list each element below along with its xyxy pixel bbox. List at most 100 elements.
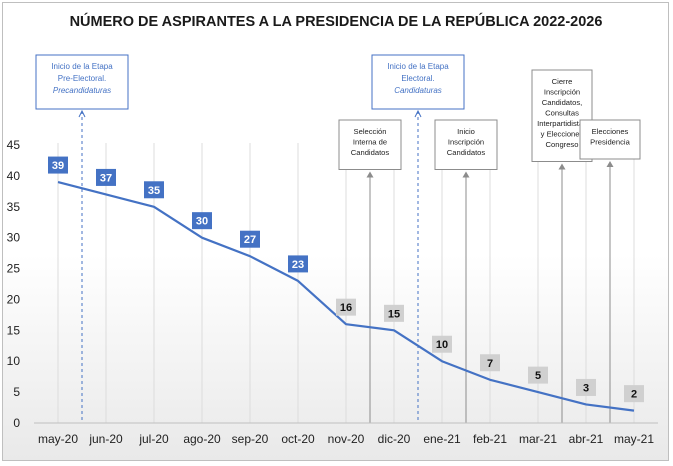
annotation-text: Inicio de la Etapa [51,62,113,71]
data-label: 2 [624,385,644,403]
data-label-box [624,385,644,403]
data-label-text: 39 [52,160,64,172]
grid [57,143,635,423]
annotation-text: Interpartidistas [537,119,587,128]
x-tick-label: dic-20 [378,432,411,446]
annotation-arrow [366,171,374,178]
data-label: 39 [48,156,68,174]
annotation-box [579,119,641,160]
y-tick-label: 10 [7,354,21,368]
y-tick-label: 20 [7,292,21,306]
x-tick-label: feb-21 [473,432,507,446]
data-label-box [384,304,404,322]
annotation-text: Candidatos [447,148,486,157]
data-label-box [144,181,164,199]
annotation-text: Elecciones [592,127,629,136]
data-label-text: 10 [436,339,448,351]
data-label-text: 15 [388,308,400,320]
y-tick-label: 25 [7,262,21,276]
data-labels: 39 37 35 30 27 23 16 15 10 7 5 3 2 [48,156,644,403]
annotation-text: Consultas [545,109,579,118]
data-label-text: 37 [100,172,112,184]
data-label-text: 5 [535,370,541,382]
x-tick-label: abr-21 [569,432,604,446]
data-label-box [432,335,452,353]
data-label-text: 30 [196,216,208,228]
annotation-text: Candidaturas [394,86,442,95]
series [57,181,635,412]
annotation-text: Electoral. [401,74,434,83]
y-tick-label: 35 [7,200,21,214]
data-label: 15 [384,304,404,322]
annotation-text: Congreso [546,140,579,149]
data-label-text: 27 [244,234,256,246]
data-label-text: 23 [292,259,304,271]
annotation-text: Inscripción [544,88,580,97]
data-label-box [48,156,68,174]
x-tick-label: oct-20 [281,432,315,446]
annotation-text: Pre-Electoral. [58,74,106,83]
x-tick-label: ene-21 [423,432,461,446]
x-tick-label: may-21 [614,432,654,446]
x-tick-label: sep-20 [232,432,269,446]
annotation-text: Selección [354,127,387,136]
x-tick-label: jun-20 [88,432,123,446]
data-label-box [480,354,500,372]
data-label-box [240,230,260,248]
y-tick-label: 30 [7,231,21,245]
series-line [57,181,635,412]
annotation-text: Candidatos [351,148,390,157]
data-label-box [288,255,308,273]
annotation: Inicio de la Etapa Electoral. Candidaturas [371,54,465,423]
data-label: 30 [192,212,212,230]
x-tick-label: jul-20 [138,432,169,446]
y-tick-label: 0 [13,416,20,430]
annotation-box [434,119,498,170]
annotation-text: Inicio de la Etapa [387,62,449,71]
x-tick-label: ago-20 [183,432,221,446]
data-label: 7 [480,354,500,372]
chart-title: NÚMERO DE ASPIRANTES A LA PRESIDENCIA DE… [70,12,603,30]
annotation-box [35,54,129,110]
data-label-box [528,366,548,384]
data-label: 3 [576,378,596,396]
annotation-text: Interna de [353,138,387,147]
x-axis: may-20 jun-20 jul-20 ago-20 sep-20 oct-20 nov-… [34,422,658,446]
data-label-box [192,212,212,230]
data-label-text: 2 [631,389,637,401]
data-label: 27 [240,230,260,248]
annotation-text: Cierre [552,77,573,86]
annotation-text: Precandidaturas [53,86,111,95]
annotation-text: y Elecciones [541,130,584,139]
data-label: 37 [96,168,116,186]
data-label: 23 [288,255,308,273]
y-tick-label: 15 [7,323,21,337]
data-label-box [336,298,356,316]
data-label-text: 35 [148,185,160,197]
data-label-box [576,378,596,396]
annotation-text: Candidatos, [542,98,583,107]
annotation-text: Inicio [457,127,475,136]
y-tick-label: 45 [7,138,21,152]
data-label-text: 3 [583,382,589,394]
data-label-box [96,168,116,186]
data-label: 5 [528,366,548,384]
annotation-arrow [606,161,614,167]
annotation-arrow [78,109,86,118]
annotations: Inicio de la Etapa Pre-Electoral. Precandi… [35,54,641,423]
data-label-text: 16 [340,302,352,314]
x-tick-label: nov-20 [328,432,365,446]
annotation: Inicio de la Etapa Pre-Electoral. Precandi… [35,54,129,423]
x-tick-label: may-20 [38,432,78,446]
data-label-text: 7 [487,358,493,370]
annotation-box [371,54,465,110]
y-axis: 0 5 10 15 20 25 30 35 40 45 [7,138,21,430]
data-label: 16 [336,298,356,316]
annotation: Elecciones Presidencia [579,119,641,423]
annotation-text: Inscripción [448,138,484,147]
data-label: 35 [144,181,164,199]
x-tick-label: mar-21 [519,432,557,446]
